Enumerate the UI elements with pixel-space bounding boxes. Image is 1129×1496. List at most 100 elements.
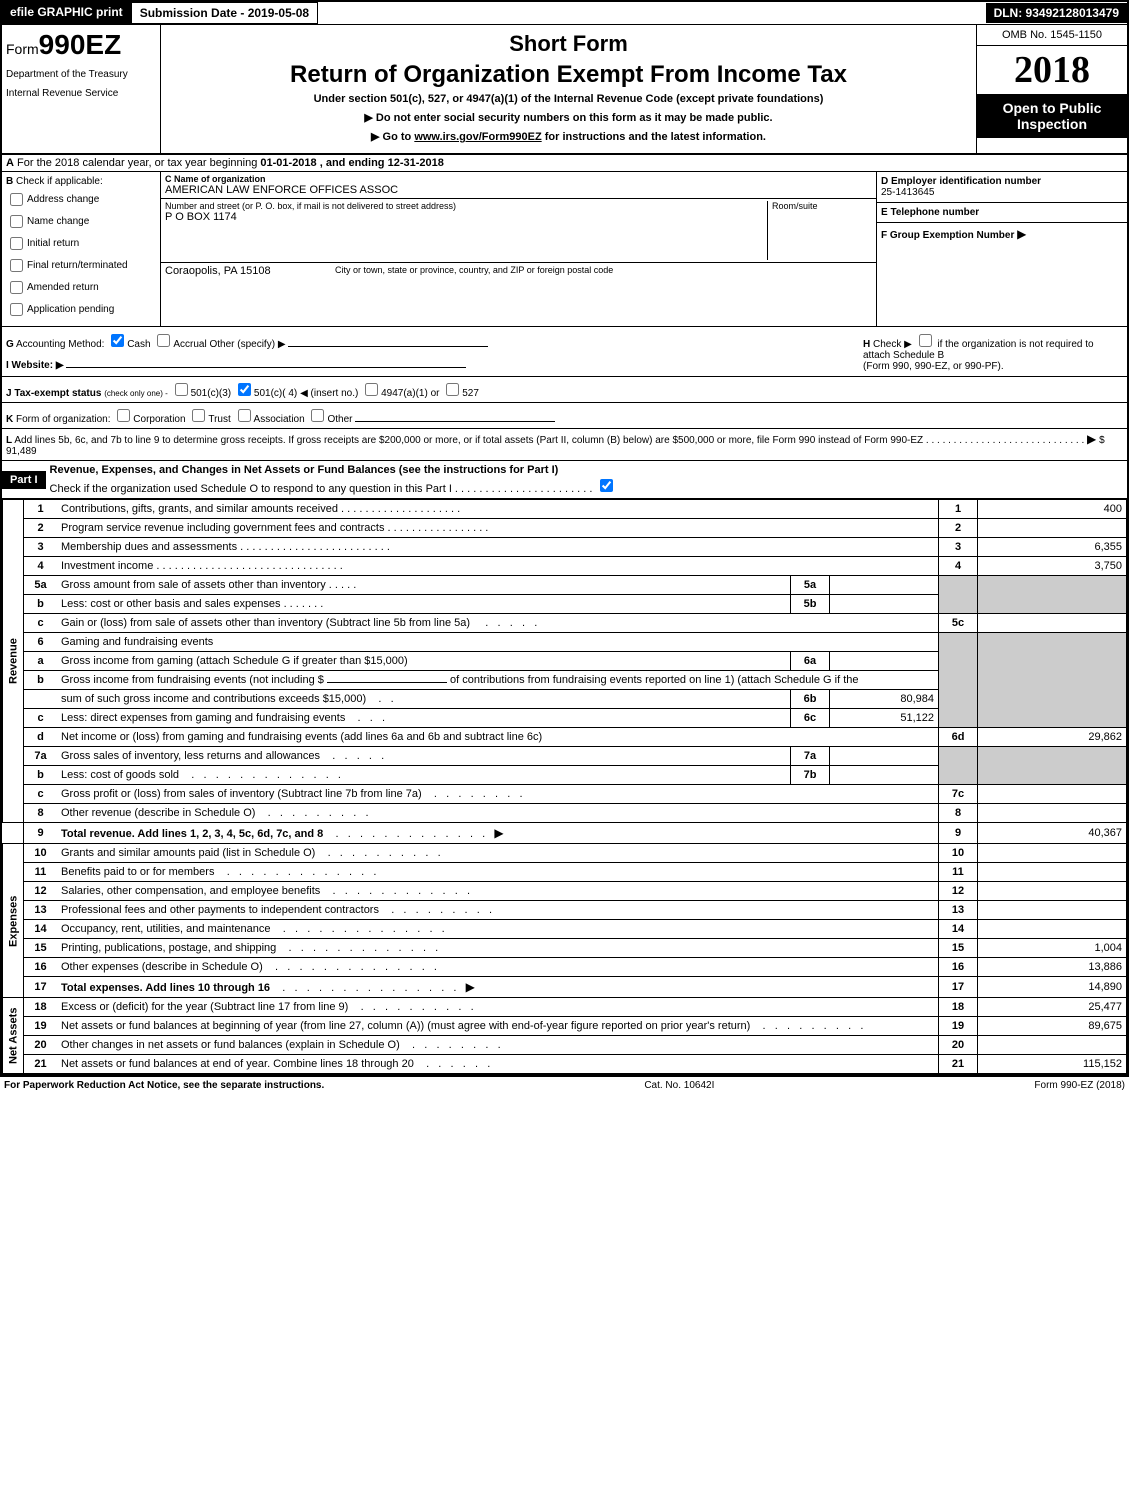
form-footer-label: Form 990-EZ (2018) — [1034, 1080, 1125, 1091]
527-checkbox[interactable] — [446, 383, 459, 396]
line-13-amt — [978, 901, 1127, 920]
line-12-numcol: 12 — [939, 882, 978, 901]
line-20-desc: Other changes in net assets or fund bala… — [57, 1036, 939, 1055]
part1-title: Revenue, Expenses, and Changes in Net As… — [50, 464, 559, 476]
checkbox-address-change-label: Address change — [27, 194, 99, 205]
line-14-row: 14 Occupancy, rent, utilities, and maint… — [3, 920, 1127, 939]
line-13-numcol: 13 — [939, 901, 978, 920]
line-20-num: 20 — [24, 1036, 58, 1055]
line-6d-amt: 29,862 — [978, 728, 1127, 747]
other-org-checkbox[interactable] — [311, 409, 324, 422]
line-6b-pre-num: b — [24, 671, 58, 690]
checkbox-address-change[interactable]: Address change — [6, 190, 156, 209]
line-8-row: 8 Other revenue (describe in Schedule O)… — [3, 804, 1127, 823]
line-11-desc: Benefits paid to or for members . . . . … — [57, 863, 939, 882]
line-6c-num: c — [24, 709, 58, 728]
4947-checkbox[interactable] — [365, 383, 378, 396]
line-21-num: 21 — [24, 1055, 58, 1074]
section-f: F Group Exemption Number ▶ — [877, 223, 1127, 326]
line-15-row: 15 Printing, publications, postage, and … — [3, 939, 1127, 958]
line-7c-num: c — [24, 785, 58, 804]
paperwork-notice: For Paperwork Reduction Act Notice, see … — [4, 1080, 324, 1091]
line-5a-subval — [830, 576, 939, 595]
section-h: H Check ▶ if the organization is not req… — [863, 331, 1123, 372]
website-blank[interactable] — [66, 367, 466, 368]
checkbox-final-return-input[interactable] — [10, 259, 23, 272]
line-11-numcol: 11 — [939, 863, 978, 882]
return-title: Return of Organization Exempt From Incom… — [169, 61, 968, 89]
end-date: 12-31-2018 — [388, 157, 444, 169]
checkbox-initial-return-input[interactable] — [10, 237, 23, 250]
line-9-amt: 40,367 — [978, 823, 1127, 844]
schedule-o-checkbox[interactable] — [600, 479, 613, 492]
line-2-amt — [978, 519, 1127, 538]
section-l-arrow-icon: ▶ — [1087, 432, 1096, 446]
other-specify-blank[interactable] — [288, 346, 488, 347]
checkbox-amended-return-input[interactable] — [10, 281, 23, 294]
line-5c-desc: Gain or (loss) from sale of assets other… — [57, 614, 939, 633]
line-14-amt — [978, 920, 1127, 939]
checkbox-name-change[interactable]: Name change — [6, 212, 156, 231]
irs-form-link[interactable]: www.irs.gov/Form990EZ — [414, 131, 541, 143]
cash-checkbox[interactable] — [111, 334, 124, 347]
line-7a-desc: Gross sales of inventory, less returns a… — [57, 747, 791, 766]
line-13-row: 13 Professional fees and other payments … — [3, 901, 1127, 920]
city-row: Coraopolis, PA 15108 City or town, state… — [161, 263, 876, 326]
open-public-line1: Open to Public — [981, 100, 1123, 116]
street-row: Number and street (or P. O. box, if mail… — [161, 199, 876, 263]
line-6-num: 6 — [24, 633, 58, 652]
line-16-row: 16 Other expenses (describe in Schedule … — [3, 958, 1127, 977]
section-e: E Telephone number — [877, 203, 1127, 223]
efile-print-button[interactable]: efile GRAPHIC print — [2, 2, 131, 24]
section-a-label: A — [6, 157, 14, 169]
line-4-num: 4 — [24, 557, 58, 576]
section-h-label: H — [863, 339, 870, 350]
line-18-numcol: 18 — [939, 998, 978, 1017]
line-4-amt: 3,750 — [978, 557, 1127, 576]
net-assets-vert-label: Net Assets — [3, 998, 24, 1074]
checkbox-address-change-input[interactable] — [10, 193, 23, 206]
line-19-desc: Net assets or fund balances at beginning… — [57, 1017, 939, 1036]
section-b: B Check if applicable: Address change Na… — [2, 172, 161, 326]
section-g-label: G — [6, 339, 14, 350]
checkbox-application-pending-input[interactable] — [10, 303, 23, 316]
corporation-checkbox[interactable] — [117, 409, 130, 422]
checkbox-final-return[interactable]: Final return/terminated — [6, 256, 156, 275]
other-org-blank[interactable] — [355, 421, 555, 422]
trust-checkbox[interactable] — [192, 409, 205, 422]
accrual-checkbox[interactable] — [157, 334, 170, 347]
form-of-org-text: Form of organization: — [16, 414, 111, 425]
line-5ab-shaded — [939, 576, 978, 614]
checkbox-amended-return[interactable]: Amended return — [6, 278, 156, 297]
checkbox-initial-return-label: Initial return — [27, 238, 79, 249]
association-checkbox[interactable] — [238, 409, 251, 422]
501c-checkbox[interactable] — [238, 383, 251, 396]
line-6b-amount-blank[interactable] — [327, 682, 447, 683]
tax-year: 2018 — [977, 46, 1127, 94]
gh-row: G Accounting Method: Cash Accrual Other … — [2, 327, 1127, 377]
line-9-arrow-icon: ▶ — [494, 826, 503, 840]
line-3-numcol: 3 — [939, 538, 978, 557]
line-1-desc: Contributions, gifts, grants, and simila… — [57, 500, 939, 519]
part1-title-wrap: Revenue, Expenses, and Changes in Net As… — [46, 461, 1127, 498]
telephone-label: E Telephone number — [881, 207, 1123, 218]
irs-link-instruction: ▶ Go to www.irs.gov/Form990EZ for instru… — [169, 130, 968, 143]
line-20-amt — [978, 1036, 1127, 1055]
line-20-row: 20 Other changes in net assets or fund b… — [3, 1036, 1127, 1055]
schedule-b-checkbox[interactable] — [919, 334, 932, 347]
checkbox-initial-return[interactable]: Initial return — [6, 234, 156, 253]
line-18-amt: 25,477 — [978, 998, 1127, 1017]
short-form-title: Short Form — [169, 31, 968, 57]
checkbox-application-pending[interactable]: Application pending — [6, 300, 156, 319]
line-6d-row: d Net income or (loss) from gaming and f… — [3, 728, 1127, 747]
line-4-row: 4 Investment income . . . . . . . . . . … — [3, 557, 1127, 576]
line-1-amt: 400 — [978, 500, 1127, 519]
trust-label: Trust — [208, 414, 230, 425]
checkbox-name-change-input[interactable] — [10, 215, 23, 228]
ein-label: D Employer identification number — [881, 176, 1123, 187]
line-6c-subval: 51,122 — [830, 709, 939, 728]
line-5a-num: 5a — [24, 576, 58, 595]
501c3-checkbox[interactable] — [175, 383, 188, 396]
section-a-pre: For the 2018 calendar year, or tax year … — [17, 157, 260, 169]
line-1-numcol: 1 — [939, 500, 978, 519]
